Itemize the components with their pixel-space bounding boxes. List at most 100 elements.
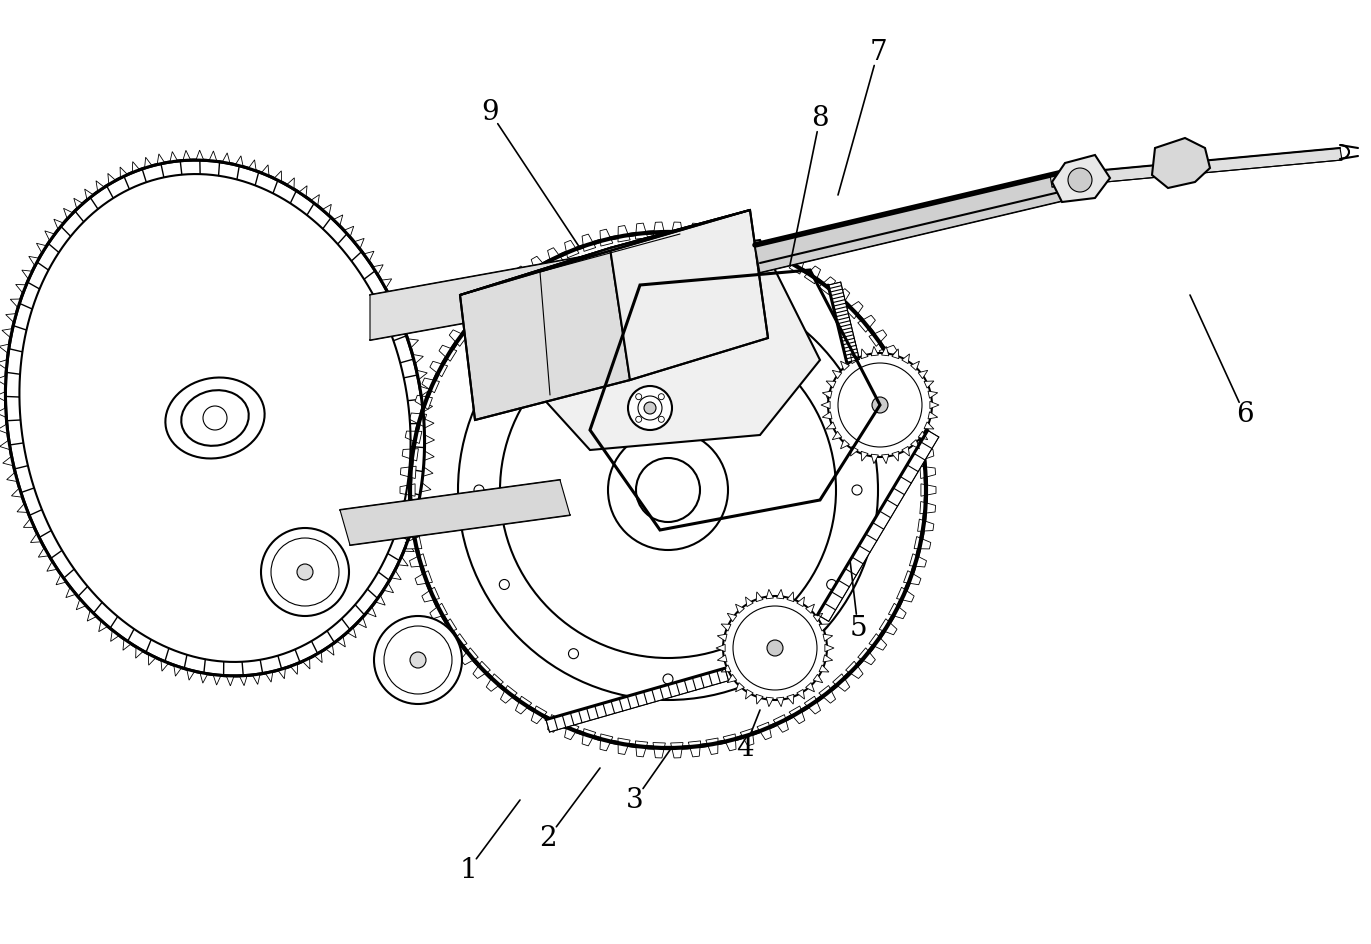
Polygon shape [600,229,613,246]
Polygon shape [515,697,532,714]
Polygon shape [144,158,152,168]
Polygon shape [565,722,579,740]
Polygon shape [23,518,34,528]
Polygon shape [882,346,888,356]
Polygon shape [226,676,234,686]
Polygon shape [757,241,772,258]
Polygon shape [827,381,836,388]
Polygon shape [500,277,517,295]
Polygon shape [322,204,332,215]
Polygon shape [500,685,517,703]
Polygon shape [415,396,432,410]
Circle shape [203,406,228,430]
Polygon shape [600,733,613,750]
Polygon shape [735,683,744,692]
Polygon shape [871,346,879,356]
Polygon shape [776,589,784,598]
Polygon shape [1052,155,1111,202]
Polygon shape [823,412,832,419]
Polygon shape [919,370,928,379]
Polygon shape [420,386,430,396]
Polygon shape [861,451,868,461]
Polygon shape [882,454,888,464]
Polygon shape [618,226,631,242]
Polygon shape [148,654,156,666]
Polygon shape [391,570,402,580]
Polygon shape [583,729,596,746]
Polygon shape [717,634,727,641]
Polygon shape [85,189,93,200]
Polygon shape [240,676,247,685]
Text: 2: 2 [539,824,557,851]
Polygon shape [450,633,468,650]
Polygon shape [928,391,938,398]
Text: 8: 8 [812,105,829,131]
Polygon shape [924,422,934,429]
Polygon shape [3,456,14,465]
Polygon shape [291,664,298,674]
Polygon shape [66,587,75,598]
Polygon shape [384,582,393,593]
Polygon shape [805,697,821,714]
Polygon shape [893,451,899,461]
Polygon shape [88,610,97,621]
Polygon shape [909,554,927,567]
Polygon shape [439,618,457,634]
Polygon shape [766,698,773,707]
Polygon shape [797,597,805,607]
Polygon shape [924,381,934,388]
Polygon shape [583,234,596,251]
Polygon shape [818,277,835,295]
Polygon shape [77,598,86,610]
Polygon shape [757,592,764,601]
Polygon shape [565,241,579,258]
Polygon shape [417,370,428,379]
Polygon shape [16,503,27,513]
Text: 9: 9 [481,98,499,126]
Polygon shape [832,289,850,306]
Circle shape [644,402,655,414]
Polygon shape [37,244,47,253]
Polygon shape [473,661,491,679]
Text: 4: 4 [736,734,754,762]
Polygon shape [914,431,931,444]
Polygon shape [832,431,842,440]
Polygon shape [5,160,425,676]
Circle shape [766,640,783,656]
Polygon shape [755,168,1084,273]
Polygon shape [515,266,532,284]
Polygon shape [653,743,665,758]
Polygon shape [356,617,366,628]
Polygon shape [818,685,835,703]
Circle shape [410,232,925,748]
Polygon shape [406,536,422,548]
Polygon shape [787,694,794,704]
Polygon shape [265,671,273,683]
Polygon shape [196,150,204,160]
Polygon shape [757,694,764,704]
Polygon shape [182,150,191,160]
Polygon shape [797,689,805,700]
Polygon shape [414,514,424,522]
Polygon shape [337,636,345,647]
Polygon shape [930,401,939,409]
Polygon shape [547,247,562,265]
Circle shape [260,528,350,616]
Polygon shape [63,209,73,219]
Polygon shape [902,354,909,363]
Polygon shape [170,152,178,162]
Polygon shape [727,614,736,622]
Polygon shape [278,668,285,679]
Ellipse shape [166,378,265,459]
Polygon shape [723,229,736,246]
Polygon shape [858,648,876,665]
Polygon shape [252,674,260,684]
Polygon shape [407,339,418,348]
Polygon shape [903,396,921,410]
Polygon shape [487,289,503,306]
Polygon shape [531,706,547,724]
Polygon shape [850,354,858,363]
Text: 1: 1 [459,856,477,884]
Polygon shape [363,251,374,261]
Polygon shape [547,715,562,733]
